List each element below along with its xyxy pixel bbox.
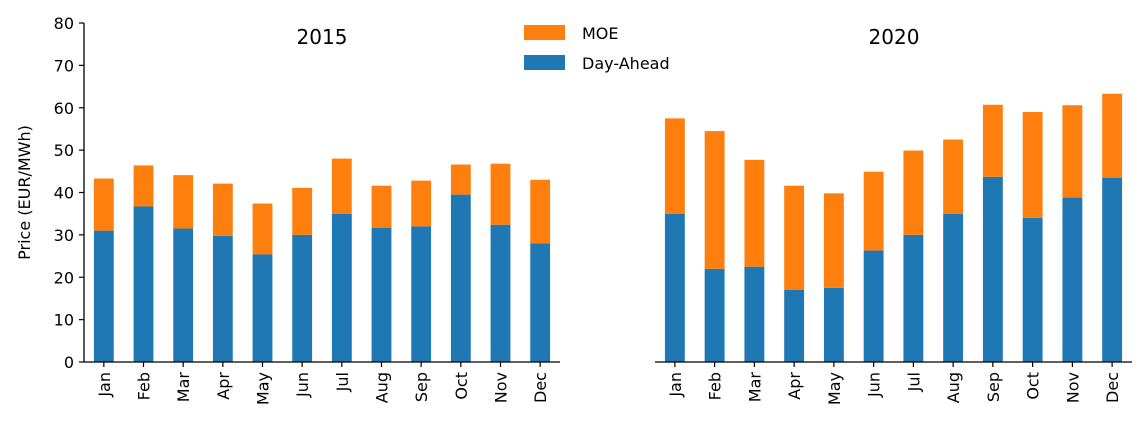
x-tick-label: Aug bbox=[944, 372, 963, 403]
x-tick-label: Feb bbox=[135, 372, 154, 400]
bar-day-ahead-mar bbox=[173, 228, 194, 362]
x-tick-label: Oct bbox=[452, 372, 471, 400]
bar-day-ahead-aug bbox=[371, 227, 392, 362]
bar-moe-sep bbox=[982, 104, 1003, 177]
y-tick-label: 20 bbox=[54, 268, 74, 287]
bar-day-ahead-jul bbox=[331, 213, 352, 362]
bar-moe-mar bbox=[744, 159, 765, 267]
bar-moe-jan bbox=[93, 178, 114, 231]
bar-day-ahead-nov bbox=[1062, 197, 1083, 362]
bar-day-ahead-jul bbox=[903, 234, 924, 362]
bar-moe-feb bbox=[133, 165, 154, 207]
bar-day-ahead-feb bbox=[133, 206, 154, 362]
bar-moe-dec bbox=[1102, 93, 1123, 178]
bar-day-ahead-jan bbox=[93, 230, 114, 362]
bar-moe-sep bbox=[411, 180, 432, 227]
legend-swatch-day-ahead bbox=[524, 55, 565, 70]
bar-moe-oct bbox=[450, 164, 471, 195]
y-tick-label: 60 bbox=[54, 99, 74, 118]
bar-moe-mar bbox=[173, 175, 194, 229]
bar-moe-apr bbox=[212, 183, 233, 236]
bar-moe-jul bbox=[331, 158, 352, 214]
bar-moe-may bbox=[823, 193, 844, 288]
x-tick-label: Aug bbox=[373, 372, 392, 403]
bar-day-ahead-nov bbox=[490, 224, 511, 362]
bar-moe-aug bbox=[371, 185, 392, 228]
x-tick-label: Jan bbox=[666, 372, 685, 398]
x-tick-label: Jul bbox=[333, 372, 352, 392]
bar-moe-feb bbox=[704, 131, 725, 269]
x-tick-label: Nov bbox=[1063, 372, 1082, 403]
x-tick-label: Jun bbox=[865, 372, 884, 398]
bar-day-ahead-sep bbox=[411, 226, 432, 362]
bar-moe-nov bbox=[1062, 105, 1083, 198]
bar-moe-aug bbox=[943, 139, 964, 214]
bar-day-ahead-oct bbox=[1022, 217, 1043, 362]
y-tick-label: 80 bbox=[54, 14, 74, 33]
x-tick-label: Dec bbox=[531, 372, 550, 403]
bar-day-ahead-feb bbox=[704, 268, 725, 362]
x-tick-label: Mar bbox=[174, 372, 193, 403]
y-tick-label: 10 bbox=[54, 311, 74, 330]
panel-title-2015: 2015 bbox=[297, 25, 348, 49]
panel-title-2020: 2020 bbox=[869, 25, 920, 49]
y-axis-label: Price (EUR/MWh) bbox=[15, 125, 34, 260]
bar-day-ahead-may bbox=[823, 287, 844, 362]
bar-day-ahead-apr bbox=[212, 235, 233, 362]
bar-day-ahead-jan bbox=[664, 213, 685, 362]
y-tick-label: 70 bbox=[54, 56, 74, 75]
bar-moe-jul bbox=[903, 150, 924, 235]
x-tick-label: Nov bbox=[492, 372, 511, 403]
bar-day-ahead-apr bbox=[784, 289, 805, 362]
x-tick-label: Oct bbox=[1024, 372, 1043, 400]
x-tick-label: Feb bbox=[706, 372, 725, 400]
bar-day-ahead-mar bbox=[744, 266, 765, 362]
bar-moe-apr bbox=[784, 185, 805, 290]
bar-moe-jun bbox=[863, 171, 884, 251]
y-tick-label: 30 bbox=[54, 226, 74, 245]
bar-day-ahead-sep bbox=[982, 176, 1003, 362]
legend-label-moe: MOE bbox=[582, 24, 619, 43]
y-tick-label: 50 bbox=[54, 141, 74, 160]
bar-moe-jun bbox=[292, 187, 313, 235]
bar-day-ahead-jun bbox=[292, 234, 313, 362]
x-tick-label: May bbox=[254, 372, 273, 405]
bar-day-ahead-may bbox=[252, 254, 273, 362]
legend-swatch-moe bbox=[524, 25, 565, 40]
x-tick-label: May bbox=[825, 372, 844, 405]
bar-moe-nov bbox=[490, 163, 511, 225]
legend-label-day-ahead: Day-Ahead bbox=[582, 54, 670, 73]
bar-day-ahead-dec bbox=[530, 243, 551, 362]
x-tick-label: Sep bbox=[984, 372, 1003, 402]
x-tick-label: Jun bbox=[293, 372, 312, 398]
x-tick-label: Dec bbox=[1103, 372, 1122, 403]
x-tick-label: Jul bbox=[904, 372, 923, 392]
bar-day-ahead-dec bbox=[1102, 177, 1123, 362]
y-tick-label: 40 bbox=[54, 184, 74, 203]
x-tick-label: Sep bbox=[412, 372, 431, 402]
bar-moe-may bbox=[252, 203, 273, 255]
x-tick-label: Mar bbox=[745, 372, 764, 403]
bar-moe-jan bbox=[664, 118, 685, 214]
bar-day-ahead-aug bbox=[943, 213, 964, 362]
bar-day-ahead-oct bbox=[450, 194, 471, 362]
x-tick-label: Apr bbox=[785, 372, 804, 400]
y-tick-label: 0 bbox=[64, 353, 74, 372]
bar-moe-oct bbox=[1022, 111, 1043, 218]
x-tick-label: Apr bbox=[214, 372, 233, 400]
bar-day-ahead-jun bbox=[863, 250, 884, 362]
x-tick-label: Jan bbox=[95, 372, 114, 398]
bar-moe-dec bbox=[530, 179, 551, 244]
